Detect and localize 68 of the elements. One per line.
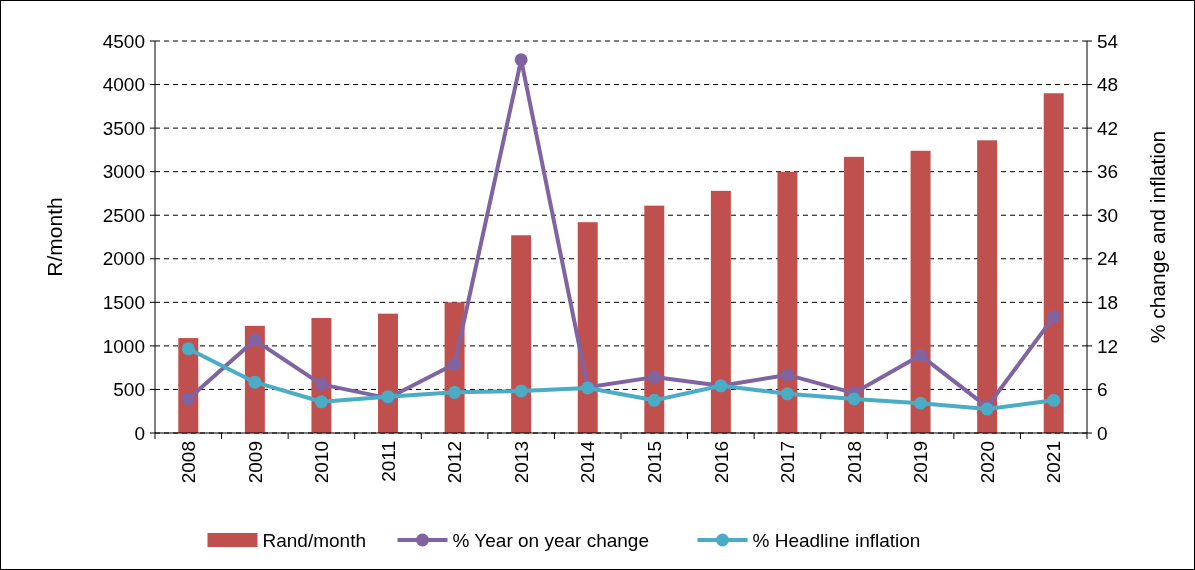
bar (644, 205, 665, 433)
x-tick-label: 2018 (843, 441, 865, 484)
point (248, 333, 262, 347)
x-tick-label: 2016 (710, 441, 732, 484)
y2-tick-label: 42 (1097, 117, 1119, 139)
x-tick-label: 2015 (643, 441, 665, 484)
x-tick-label: 2014 (577, 440, 599, 484)
y2-tick-label: 48 (1097, 74, 1119, 96)
y-tick-label: 500 (113, 379, 145, 401)
x-tick-label: 2011 (377, 441, 399, 482)
point (181, 392, 195, 406)
point (647, 393, 661, 407)
bar (511, 235, 532, 433)
bar (710, 190, 731, 433)
y2-tick-label: 18 (1097, 291, 1119, 313)
y-tick-label: 4500 (102, 30, 145, 52)
point (514, 384, 528, 398)
y-tick-label: 4000 (102, 74, 145, 96)
point (780, 368, 794, 382)
y2-tick-label: 12 (1097, 335, 1119, 357)
x-tick-label: 2010 (311, 441, 333, 484)
point (914, 348, 928, 362)
point (181, 342, 195, 356)
point (314, 377, 328, 391)
x-tick-label: 2008 (177, 441, 199, 484)
point (514, 53, 528, 67)
point (448, 357, 462, 371)
x-tick-label: 2013 (510, 441, 532, 484)
point (1047, 393, 1061, 407)
y-tick-label: 0 (134, 422, 145, 444)
y-tick-label: 2500 (102, 204, 145, 226)
y2-tick-label: 30 (1097, 204, 1119, 226)
y-tick-label: 3000 (102, 161, 145, 183)
y-tick-label: 1500 (102, 291, 145, 313)
y2-tick-label: 6 (1097, 379, 1108, 401)
bar (577, 222, 598, 433)
point (1047, 310, 1061, 324)
y2-tick-label: 24 (1097, 248, 1119, 270)
x-tick-label: 2012 (444, 441, 466, 484)
x-tick-label: 2019 (910, 441, 932, 484)
bar (1043, 93, 1064, 433)
x-tick-label: 2021 (1043, 441, 1065, 484)
point (314, 395, 328, 409)
y2-axis-title: % change and inflation (1146, 130, 1169, 344)
y-tick-label: 1000 (102, 335, 145, 357)
bar (844, 156, 864, 433)
bar (977, 140, 998, 433)
y2-tick-label: 54 (1097, 30, 1119, 52)
y2-tick-label: 36 (1097, 161, 1119, 183)
x-tick-label: 2020 (976, 441, 998, 484)
bar (910, 150, 931, 433)
point (780, 387, 794, 401)
bar (378, 313, 398, 433)
y2-tick-label: 0 (1097, 422, 1108, 444)
point (248, 375, 262, 389)
point (914, 396, 928, 410)
x-tick-label: 2009 (244, 441, 266, 484)
y-axis-title: R/month (43, 197, 66, 277)
y-tick-label: 3500 (102, 117, 145, 139)
legend-label: % Headline inflation (752, 529, 921, 551)
point (448, 385, 462, 399)
legend-label: % Year on year change (452, 529, 649, 551)
point (647, 370, 661, 384)
bar (777, 171, 798, 433)
point (847, 392, 861, 406)
legend-label: Rand/month (262, 529, 367, 551)
x-tick-label: 2017 (777, 441, 799, 484)
y-tick-label: 2000 (102, 248, 145, 270)
